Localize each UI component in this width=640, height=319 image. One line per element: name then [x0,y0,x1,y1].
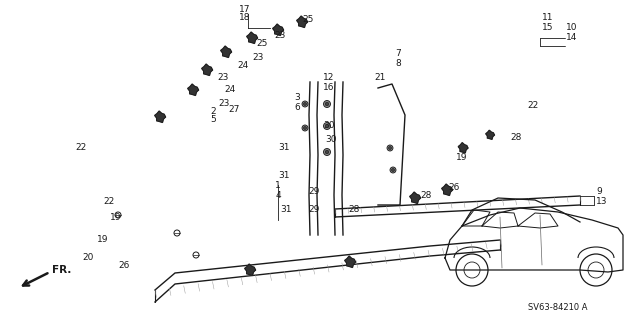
Text: 11: 11 [542,13,554,23]
Text: 6: 6 [294,103,300,113]
Text: 19: 19 [97,235,109,244]
Text: 31: 31 [278,170,289,180]
Polygon shape [458,143,468,153]
Text: 26: 26 [448,183,460,192]
Text: 9: 9 [596,188,602,197]
Circle shape [392,168,394,172]
Text: 4: 4 [275,190,281,199]
Text: 14: 14 [566,33,577,42]
Polygon shape [188,84,198,95]
Polygon shape [155,111,166,122]
Circle shape [303,127,307,130]
Text: 29: 29 [308,205,319,214]
Circle shape [387,145,393,151]
Polygon shape [297,16,307,27]
Circle shape [323,149,330,155]
Text: 19: 19 [456,153,467,162]
Text: SV63-84210 A: SV63-84210 A [528,303,588,313]
Text: 20: 20 [82,254,93,263]
Text: 2: 2 [210,108,216,116]
Text: 30: 30 [325,136,337,145]
Text: 21: 21 [374,72,385,81]
Text: 15: 15 [542,24,554,33]
Circle shape [390,167,396,173]
Polygon shape [202,64,212,76]
Text: 27: 27 [228,106,239,115]
Polygon shape [221,46,232,57]
Text: 28: 28 [510,133,522,143]
Circle shape [302,101,308,107]
Text: 5: 5 [210,115,216,124]
Polygon shape [247,32,257,43]
Circle shape [323,122,330,130]
Polygon shape [345,256,355,267]
Text: 1: 1 [275,181,281,189]
Circle shape [325,102,329,106]
Polygon shape [273,24,284,35]
Text: 12: 12 [323,72,334,81]
Text: 22: 22 [527,100,538,109]
Text: 3: 3 [294,93,300,102]
Text: 22: 22 [103,197,115,206]
Text: 24: 24 [237,61,248,70]
Text: 10: 10 [566,24,577,33]
Text: 23: 23 [252,54,264,63]
Text: 8: 8 [395,58,401,68]
Circle shape [325,150,329,154]
Circle shape [325,124,329,128]
Circle shape [323,100,330,108]
Text: 18: 18 [239,12,251,21]
Circle shape [303,102,307,106]
Text: 31: 31 [280,205,291,214]
Text: 23: 23 [274,31,285,40]
Polygon shape [410,192,420,204]
Text: 30: 30 [323,121,335,130]
Circle shape [388,146,392,150]
Text: 17: 17 [239,4,251,13]
Text: 24: 24 [224,85,236,94]
Text: 23: 23 [217,72,228,81]
Text: 7: 7 [395,48,401,57]
Polygon shape [486,130,494,139]
Polygon shape [244,264,255,276]
Text: 26: 26 [118,261,129,270]
Text: 16: 16 [323,83,335,92]
Text: 28: 28 [420,191,431,201]
Text: 25: 25 [256,40,268,48]
Text: 13: 13 [596,197,607,205]
Text: 28: 28 [348,205,360,214]
Polygon shape [442,184,452,196]
Text: 25: 25 [302,16,314,25]
Text: 19: 19 [110,213,122,222]
Text: 23: 23 [218,99,229,108]
Circle shape [302,125,308,131]
Text: 22: 22 [75,144,86,152]
Text: FR.: FR. [52,265,72,275]
Text: 29: 29 [308,188,319,197]
Text: 31: 31 [278,144,289,152]
